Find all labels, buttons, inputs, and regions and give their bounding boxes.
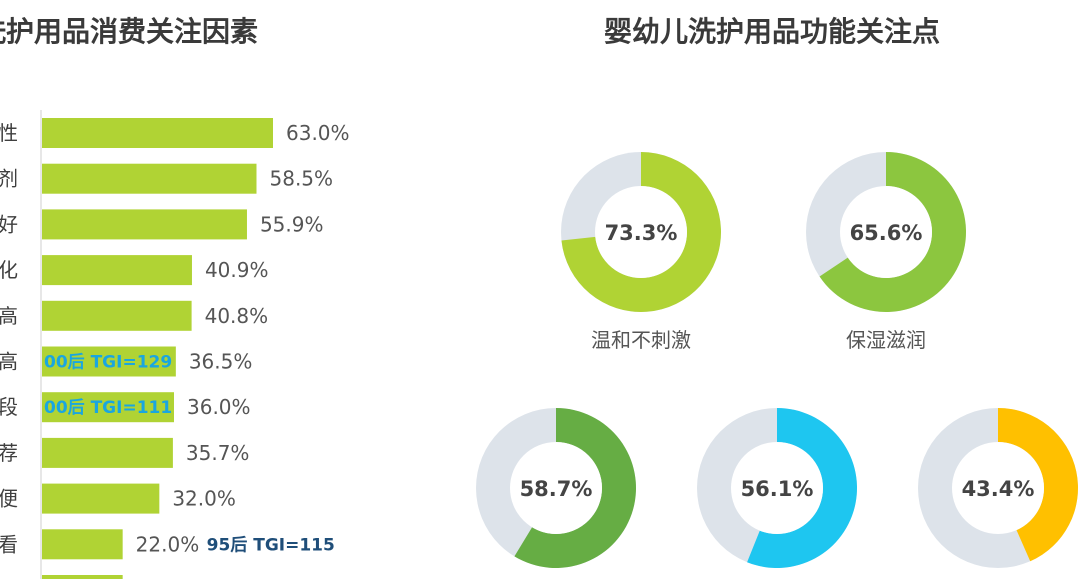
bar-value-label: 32.0% — [172, 487, 236, 511]
bar — [42, 346, 176, 377]
bar — [42, 209, 247, 240]
bar-category-label: 便 — [0, 487, 18, 511]
donut-value-label: 58.7% — [520, 477, 593, 501]
donut-category-label: 温和不刺激 — [591, 328, 691, 352]
donut-segment — [514, 408, 636, 568]
consumption-factors-bar-chart: 性 63.0% 剂 58.5% 好 55.9% 化 40.9% 高 40.8% 高 36.5% 段 36.… — [0, 110, 350, 579]
bar-category-label: 段 — [0, 395, 18, 419]
right-chart-title: 婴幼儿洗护用品功能关注点 — [604, 15, 941, 48]
donut-segment — [998, 408, 1078, 562]
bar-value-label: 58.5% — [270, 167, 334, 191]
donut-chart: 43.4% — [918, 408, 1078, 568]
bar-category-label: 高 — [0, 350, 18, 374]
donut-segment — [561, 152, 721, 312]
donut-category-label: 保湿滋润 — [846, 328, 926, 352]
donut-hole — [952, 442, 1044, 534]
bar-value-label: 40.8% — [205, 304, 269, 328]
bar-category-label: 荐 — [0, 441, 18, 465]
donut-chart: 65.6% 保湿滋润 — [806, 152, 967, 352]
donut-segment — [747, 408, 857, 568]
donut-value-label: 56.1% — [741, 477, 814, 501]
donut-value-label: 73.3% — [605, 221, 678, 245]
donut-hole — [595, 186, 687, 278]
donut-value-label: 65.6% — [850, 221, 923, 245]
bar-category-label: 看 — [0, 532, 18, 556]
bar — [42, 483, 160, 514]
donut-segment — [819, 152, 967, 313]
bar — [42, 392, 174, 423]
bar — [42, 118, 273, 148]
bar — [42, 529, 123, 560]
tgi-annotation: 00后 TGI=129 — [44, 353, 172, 373]
bar-category-label: 好 — [0, 212, 18, 236]
bar — [42, 300, 192, 331]
bar-value-label: 63.0% — [286, 121, 350, 145]
bar-value-label: 35.7% — [186, 441, 250, 465]
bar-value-label: 55.9% — [260, 212, 324, 236]
bar — [42, 437, 173, 468]
donut-chart: 58.7% — [476, 408, 636, 568]
donut-chart: 73.3% 温和不刺激 — [561, 152, 721, 352]
bar-value-label: 36.5% — [189, 350, 253, 374]
tgi-annotation: 95后 TGI=115 — [207, 535, 335, 555]
left-chart-title: 洗护用品消费关注因素 — [0, 15, 259, 48]
bar — [42, 575, 123, 579]
tgi-annotation: 00后 TGI=111 — [44, 398, 172, 418]
bar-value-label: 40.9% — [205, 258, 269, 282]
donut-hole — [731, 442, 823, 534]
bar-category-label: 化 — [0, 258, 18, 282]
bar-category-label: 高 — [0, 304, 18, 328]
bar — [42, 255, 192, 286]
donut-hole — [840, 186, 932, 278]
bar-category-label: 剂 — [0, 167, 18, 191]
donut-value-label: 43.4% — [962, 477, 1035, 501]
donut-hole — [510, 442, 602, 534]
bar — [42, 163, 257, 194]
bar-value-label: 22.0% — [136, 532, 200, 556]
bar-value-label: 36.0% — [187, 395, 251, 419]
donut-chart: 56.1% — [697, 408, 857, 568]
bar-category-label: 性 — [0, 121, 18, 145]
